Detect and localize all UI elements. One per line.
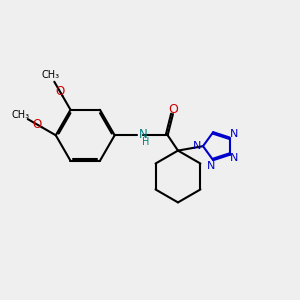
Text: N: N	[139, 128, 148, 141]
Text: N: N	[207, 161, 215, 171]
Text: O: O	[55, 85, 64, 98]
Text: N: N	[230, 129, 238, 139]
Text: N: N	[193, 141, 201, 151]
Text: N: N	[230, 153, 238, 163]
Text: H: H	[142, 137, 149, 147]
Text: O: O	[169, 103, 178, 116]
Text: O: O	[32, 118, 42, 131]
Text: CH₃: CH₃	[41, 70, 59, 80]
Text: CH₃: CH₃	[11, 110, 29, 120]
